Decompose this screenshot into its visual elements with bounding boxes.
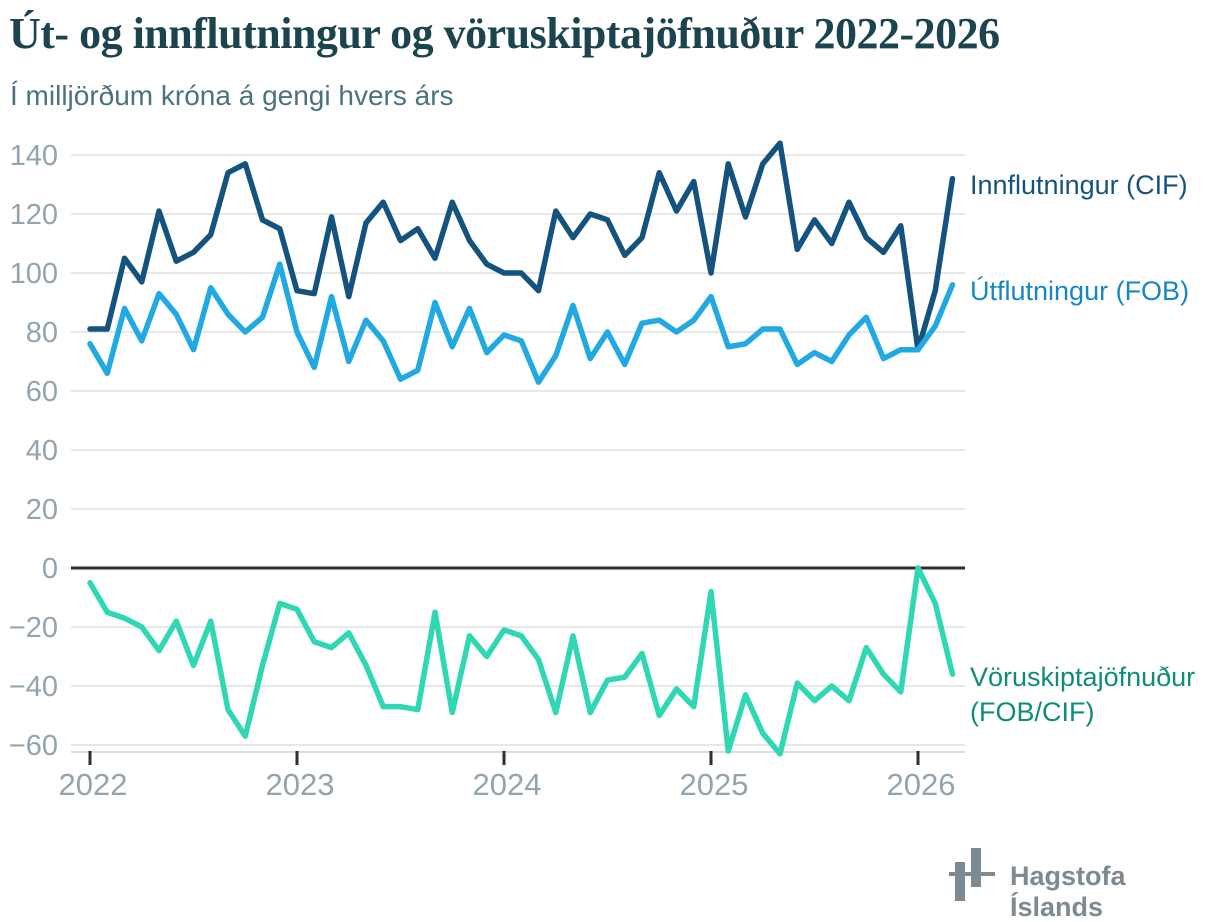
legend-voruskiptajofnudur-line1: Vöruskiptajöfnuður: [970, 662, 1196, 692]
logo-bar-icon: [949, 872, 995, 876]
legend-utflutningur-fob: Útflutningur (FOB): [970, 274, 1189, 309]
legend-innflutningur-cif: Innflutningur (CIF): [970, 168, 1188, 203]
y-axis-tick-label: −40: [9, 671, 58, 703]
legend-innflutningur-text: Innflutningur (CIF): [970, 170, 1188, 200]
page-title: Út- og innflutningur og vöruskiptajöfnuð…: [9, 9, 1000, 58]
series-utflutningur-line: [87, 261, 956, 385]
y-axis-tick-label: 40: [26, 435, 58, 467]
y-axis-tick-label: 0: [42, 553, 58, 585]
x-axis-tick-label: 2026: [887, 767, 956, 802]
legend-voruskiptajofnudur-line2: (FOB/CIF): [970, 697, 1095, 727]
y-axis-tick-label: 140: [10, 140, 58, 172]
hagstofa-islands-logo: Hagstofa Íslands: [948, 845, 1208, 922]
legend-utflutningur-text: Útflutningur (FOB): [970, 276, 1190, 306]
y-axis-tick-label: 60: [26, 376, 58, 408]
y-axis-tick-label: 80: [26, 317, 58, 349]
y-axis-tick-label: −20: [9, 612, 58, 644]
y-axis-tick-label: 100: [10, 258, 58, 290]
x-axis-tick-label: 2022: [59, 767, 128, 802]
x-axis-tick-label: 2025: [680, 767, 749, 802]
logo-text: Hagstofa Íslands: [1010, 861, 1126, 922]
series-innflutningur-line: [87, 140, 956, 353]
x-axis-tick-label: 2024: [473, 767, 542, 802]
logo-bar-icon: [971, 848, 981, 887]
y-axis-tick-label: −60: [9, 730, 58, 762]
x-axis-tick-label: 2023: [266, 767, 335, 802]
series-voruskiptajofnudur-line: [87, 565, 956, 757]
logo-bar-icon: [955, 862, 965, 901]
y-axis-tick-label: 120: [10, 199, 58, 231]
y-axis-tick-label: 20: [26, 494, 58, 526]
legend-voruskiptajofnudur: Vöruskiptajöfnuður (FOB/CIF): [970, 660, 1195, 730]
page-subtitle: Í milljörðum króna á gengi hvers árs: [10, 80, 454, 111]
